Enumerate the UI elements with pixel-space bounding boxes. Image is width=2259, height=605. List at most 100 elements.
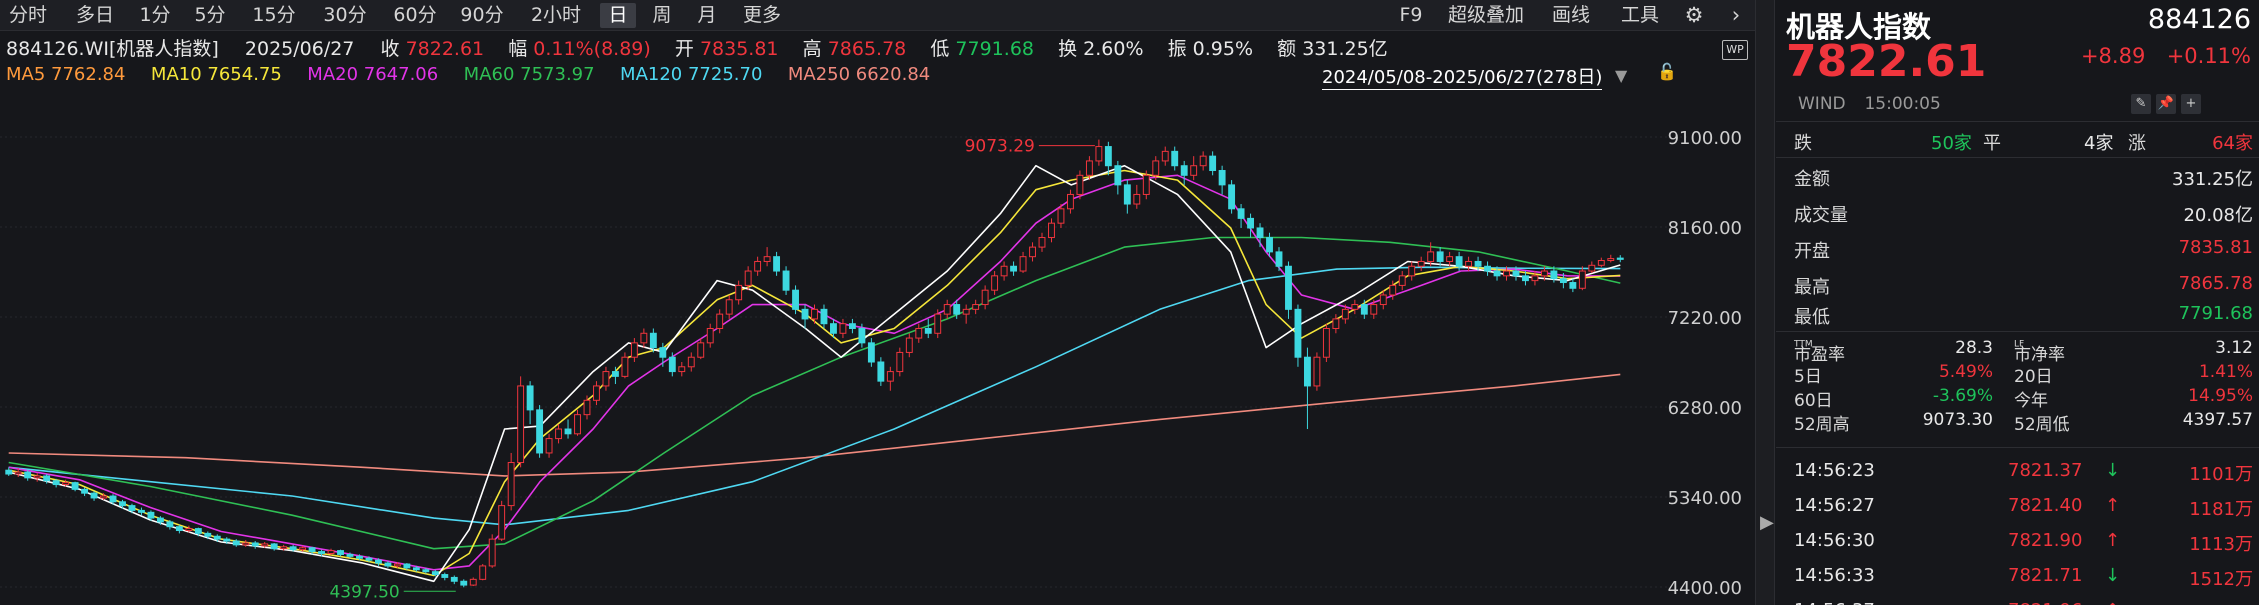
close-label: 收 bbox=[380, 38, 400, 60]
candle-down bbox=[460, 580, 468, 586]
kline-chart[interactable]: 9100.00 8160.00 7220.00 6280.00 5340.00 4400.… bbox=[0, 90, 1755, 605]
candle-down bbox=[1010, 265, 1018, 272]
candle-up bbox=[1199, 155, 1207, 167]
candle-up bbox=[1048, 222, 1055, 239]
period-button-week[interactable]: 周 bbox=[652, 4, 672, 26]
pe-label: 市盈率 TTM bbox=[1794, 338, 1845, 365]
period-button-day[interactable]: 日 bbox=[600, 3, 636, 28]
quote-panel: 机器人指数 884126 7822.61 +8.89 +0.11% WIND 1… bbox=[1776, 0, 2259, 605]
dropdown-triangle-icon[interactable]: ▼ bbox=[1615, 66, 1628, 85]
panel-splitter[interactable] bbox=[1755, 0, 1775, 605]
tick-time: 14:56:37 bbox=[1794, 600, 1875, 605]
f9-button[interactable]: F9 bbox=[1399, 4, 1423, 26]
swing-label: 振 bbox=[1167, 38, 1187, 60]
down-count: 50家 bbox=[1931, 133, 1972, 154]
turnover-label: 换 bbox=[1058, 38, 1078, 60]
super-overlay-button[interactable]: 超级叠加 bbox=[1447, 4, 1524, 26]
candle-down bbox=[564, 428, 572, 435]
w52-low-label: 52周低 bbox=[2014, 415, 2070, 435]
pin-icon[interactable]: 📌 bbox=[2156, 94, 2176, 114]
candle-up bbox=[1503, 270, 1510, 277]
candle-up bbox=[1095, 146, 1103, 162]
d60-label: 60日 bbox=[1794, 391, 1833, 411]
candle-down bbox=[422, 569, 430, 573]
candle-down bbox=[24, 471, 32, 479]
ma10-legend: MA10 7654.75 bbox=[150, 64, 282, 85]
add-icon[interactable]: + bbox=[2181, 94, 2201, 114]
candle-up bbox=[716, 313, 724, 329]
candle-up bbox=[507, 462, 515, 507]
period-button-more[interactable]: 更多 bbox=[742, 4, 781, 26]
wp-icon[interactable]: WP bbox=[1722, 40, 1748, 60]
lock-icon[interactable]: 🔓 bbox=[1657, 62, 1677, 81]
ma250-line bbox=[8, 373, 1621, 477]
candle-up bbox=[1578, 270, 1586, 289]
ma120-line bbox=[8, 266, 1621, 526]
candle-up bbox=[299, 547, 307, 551]
candle-down bbox=[1114, 165, 1122, 186]
period-button-multiday[interactable]: 多日 bbox=[75, 4, 114, 26]
change-value: +8.89 bbox=[2080, 44, 2146, 68]
period-button-90min[interactable]: 90分 bbox=[460, 4, 504, 26]
candle-up bbox=[185, 528, 193, 532]
candle-up bbox=[678, 366, 686, 373]
collapse-arrow-icon[interactable]: ▶ bbox=[1760, 512, 1774, 533]
candle-up bbox=[602, 371, 610, 387]
tick-time: 14:56:23 bbox=[1794, 460, 1875, 481]
candle-down bbox=[1104, 146, 1112, 167]
candle-up bbox=[1085, 160, 1093, 176]
candle-down bbox=[119, 501, 126, 507]
ma5-line bbox=[8, 164, 1621, 583]
pe-sup: TTM bbox=[1794, 339, 1813, 350]
d60-value: -3.69% bbox=[1932, 386, 1993, 406]
chevron-right-icon[interactable]: › bbox=[1731, 3, 1741, 27]
tools-button[interactable]: 工具 bbox=[1620, 4, 1659, 26]
candle-down bbox=[365, 557, 373, 561]
candle-down bbox=[81, 488, 89, 494]
date-range-label[interactable]: 2024/05/08-2025/06/27(278日) bbox=[1322, 63, 1603, 90]
settings-gear-icon[interactable]: ⚙ bbox=[1684, 3, 1704, 27]
tick-price: 7821.37 bbox=[2008, 460, 2083, 481]
period-button-30min[interactable]: 30分 bbox=[323, 4, 367, 26]
candle-up bbox=[1038, 237, 1046, 248]
candle-down bbox=[71, 482, 79, 490]
candle-down bbox=[1123, 184, 1131, 205]
d5-label: 5日 bbox=[1794, 367, 1822, 387]
edit-icon[interactable]: ✎ bbox=[2131, 94, 2151, 114]
candle-down bbox=[668, 356, 676, 373]
candle-up bbox=[33, 475, 41, 479]
candle-down bbox=[1303, 356, 1311, 387]
y-tick-label: 5340.00 bbox=[1668, 488, 1742, 509]
period-button-1min[interactable]: 1分 bbox=[139, 4, 171, 26]
flat-count: 4家 bbox=[2084, 133, 2114, 154]
tick-price: 7821.96 bbox=[2008, 600, 2082, 605]
candle-down bbox=[1559, 278, 1567, 284]
period-button-5min[interactable]: 5分 bbox=[194, 4, 226, 26]
candle-down bbox=[289, 546, 297, 551]
period-button-month[interactable]: 月 bbox=[697, 4, 717, 26]
candle-up bbox=[630, 342, 638, 358]
period-button-15min[interactable]: 15分 bbox=[252, 4, 296, 26]
period-button-intraday[interactable]: 分时 bbox=[8, 4, 47, 26]
amplitude-value: 0.11%(8.89) bbox=[533, 38, 651, 60]
candle-down bbox=[659, 347, 667, 358]
low-label: 低 bbox=[930, 38, 950, 60]
candle-up bbox=[1067, 193, 1074, 210]
candle-up bbox=[1351, 304, 1359, 310]
period-button-2hour[interactable]: 2小时 bbox=[530, 4, 582, 26]
ohlc-info-row: 884126.WI[机器人指数] 2025/06/27 收 7822.61 幅 … bbox=[6, 34, 1388, 60]
period-button-60min[interactable]: 60分 bbox=[393, 4, 437, 26]
stat-row-volume: 成交量 20.08亿 bbox=[1776, 194, 2259, 230]
candle-up bbox=[697, 342, 705, 358]
stat-row-high: 最高 7865.78 bbox=[1776, 266, 2259, 302]
draw-line-button[interactable]: 画线 bbox=[1551, 4, 1590, 26]
candle-up bbox=[1465, 260, 1473, 267]
candle-down bbox=[1493, 270, 1501, 277]
tick-volume: 1113万 bbox=[2189, 534, 2253, 555]
candle-down bbox=[43, 475, 51, 482]
ma10-line bbox=[8, 169, 1621, 577]
candle-up bbox=[943, 304, 951, 315]
candle-down bbox=[1171, 150, 1179, 167]
candle-down bbox=[536, 409, 544, 454]
candle-down bbox=[5, 469, 13, 475]
